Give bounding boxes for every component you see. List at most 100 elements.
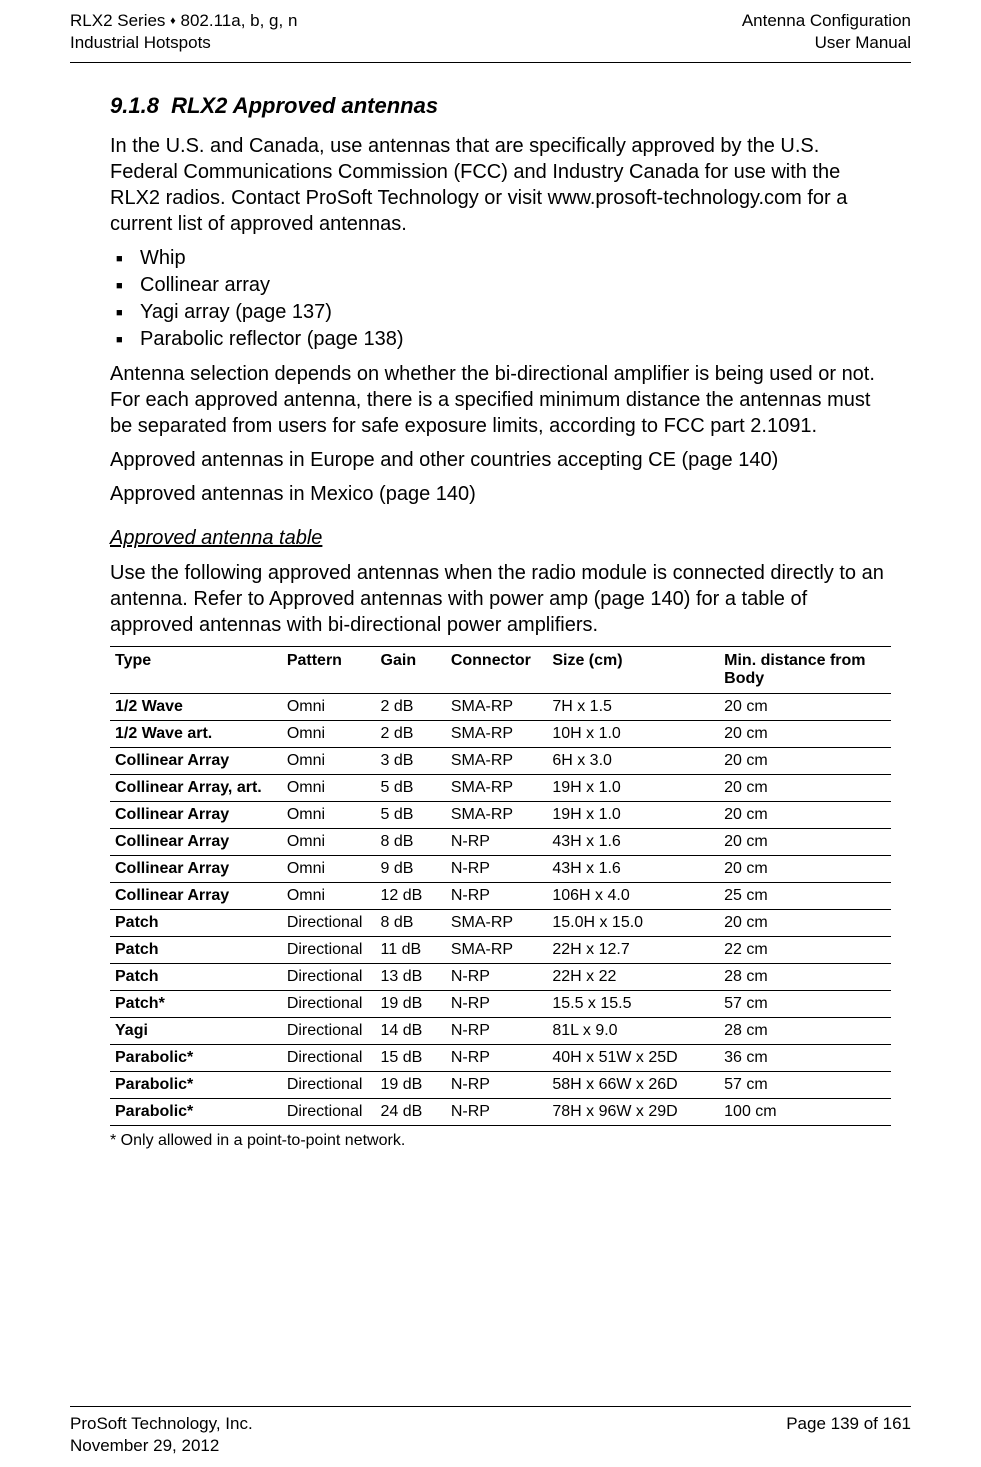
header-product: RLX2 Series — [70, 11, 170, 30]
table-cell: N-RP — [446, 1045, 548, 1072]
table-cell: 20 cm — [719, 721, 891, 748]
page-footer: ProSoft Technology, Inc. November 29, 20… — [70, 1406, 911, 1457]
list-item: Yagi array (page 137) — [140, 299, 891, 326]
table-cell: 25 cm — [719, 883, 891, 910]
table-cell: 3 dB — [376, 748, 446, 775]
table-cell: 5 dB — [376, 775, 446, 802]
table-row: Collinear Array, art.Omni5 dBSMA-RP19H x… — [110, 775, 891, 802]
table-cell: 14 dB — [376, 1018, 446, 1045]
table-cell: N-RP — [446, 1018, 548, 1045]
table-cell: 81L x 9.0 — [547, 1018, 719, 1045]
table-cell: 20 cm — [719, 748, 891, 775]
list-item: Parabolic reflector (page 138) — [140, 326, 891, 353]
table-cell: Omni — [282, 802, 376, 829]
table-cell: Collinear Array — [110, 829, 282, 856]
intro-paragraph: In the U.S. and Canada, use antennas tha… — [110, 133, 891, 237]
table-row: Parabolic*Directional15 dBN-RP40H x 51W … — [110, 1045, 891, 1072]
table-cell: 43H x 1.6 — [547, 829, 719, 856]
table-cell: 28 cm — [719, 1018, 891, 1045]
table-cell: SMA-RP — [446, 910, 548, 937]
table-cell: 15 dB — [376, 1045, 446, 1072]
table-row: PatchDirectional11 dBSMA-RP22H x 12.722 … — [110, 937, 891, 964]
table-cell: 1/2 Wave art. — [110, 721, 282, 748]
page-container: RLX2 Series ♦ 802.11a, b, g, n Industria… — [0, 0, 981, 1467]
header-right-line1: Antenna Configuration — [742, 10, 911, 32]
table-row: Collinear ArrayOmni3 dBSMA-RP6H x 3.020 … — [110, 748, 891, 775]
table-cell: Patch* — [110, 991, 282, 1018]
table-cell: N-RP — [446, 883, 548, 910]
table-cell: 57 cm — [719, 1072, 891, 1099]
content-area: 9.1.8 RLX2 Approved antennas In the U.S.… — [70, 93, 911, 1150]
table-cell: N-RP — [446, 829, 548, 856]
table-cell: 2 dB — [376, 694, 446, 721]
footer-company: ProSoft Technology, Inc. — [70, 1413, 253, 1435]
mexico-ref: Approved antennas in Mexico (page 140) — [110, 481, 891, 507]
table-cell: 6H x 3.0 — [547, 748, 719, 775]
header-right: Antenna Configuration User Manual — [742, 10, 911, 54]
table-cell: SMA-RP — [446, 937, 548, 964]
table-cell: 7H x 1.5 — [547, 694, 719, 721]
table-cell: 5 dB — [376, 802, 446, 829]
table-cell: 40H x 51W x 25D — [547, 1045, 719, 1072]
table-cell: 20 cm — [719, 856, 891, 883]
table-cell: 19H x 1.0 — [547, 775, 719, 802]
table-cell: Patch — [110, 910, 282, 937]
table-cell: 15.5 x 15.5 — [547, 991, 719, 1018]
table-cell: Omni — [282, 694, 376, 721]
footer-left: ProSoft Technology, Inc. November 29, 20… — [70, 1413, 253, 1457]
table-cell: Patch — [110, 937, 282, 964]
table-cell: SMA-RP — [446, 721, 548, 748]
th-distance: Min. distance from Body — [719, 647, 891, 694]
table-cell: 20 cm — [719, 802, 891, 829]
table-cell: N-RP — [446, 1099, 548, 1126]
table-footnote: * Only allowed in a point-to-point netwo… — [110, 1132, 891, 1150]
table-cell: Directional — [282, 1072, 376, 1099]
table-cell: Directional — [282, 1099, 376, 1126]
table-cell: 11 dB — [376, 937, 446, 964]
table-row: 1/2 Wave art.Omni2 dBSMA-RP10H x 1.020 c… — [110, 721, 891, 748]
table-cell: 8 dB — [376, 829, 446, 856]
table-cell: Collinear Array — [110, 856, 282, 883]
table-cell: Parabolic* — [110, 1045, 282, 1072]
table-cell: 20 cm — [719, 910, 891, 937]
table-cell: Omni — [282, 883, 376, 910]
table-cell: N-RP — [446, 964, 548, 991]
table-cell: Directional — [282, 1018, 376, 1045]
footer-row: ProSoft Technology, Inc. November 29, 20… — [70, 1413, 911, 1457]
table-cell: Directional — [282, 1045, 376, 1072]
table-cell: Collinear Array — [110, 748, 282, 775]
footer-right: Page 139 of 161 — [786, 1413, 911, 1457]
table-cell: Parabolic* — [110, 1099, 282, 1126]
table-cell: 20 cm — [719, 775, 891, 802]
table-cell: 8 dB — [376, 910, 446, 937]
table-row: 1/2 WaveOmni2 dBSMA-RP7H x 1.520 cm — [110, 694, 891, 721]
section-heading: 9.1.8 RLX2 Approved antennas — [110, 93, 891, 119]
table-cell: 22 cm — [719, 937, 891, 964]
table-cell: 1/2 Wave — [110, 694, 282, 721]
table-cell: 19 dB — [376, 991, 446, 1018]
th-pattern: Pattern — [282, 647, 376, 694]
table-cell: 100 cm — [719, 1099, 891, 1126]
table-cell: 28 cm — [719, 964, 891, 991]
antenna-type-list: Whip Collinear array Yagi array (page 13… — [110, 245, 891, 353]
table-cell: Omni — [282, 721, 376, 748]
table-cell: Directional — [282, 991, 376, 1018]
table-cell: 12 dB — [376, 883, 446, 910]
table-cell: Parabolic* — [110, 1072, 282, 1099]
table-cell: SMA-RP — [446, 748, 548, 775]
table-row: YagiDirectional14 dBN-RP81L x 9.028 cm — [110, 1018, 891, 1045]
table-cell: 19 dB — [376, 1072, 446, 1099]
table-cell: Omni — [282, 775, 376, 802]
table-cell: 57 cm — [719, 991, 891, 1018]
table-subheading: Approved antenna table — [110, 527, 891, 550]
page-header: RLX2 Series ♦ 802.11a, b, g, n Industria… — [70, 10, 911, 54]
list-item: Collinear array — [140, 272, 891, 299]
table-row: Collinear ArrayOmni5 dBSMA-RP19H x 1.020… — [110, 802, 891, 829]
table-cell: Directional — [282, 964, 376, 991]
table-cell: N-RP — [446, 856, 548, 883]
th-size: Size (cm) — [547, 647, 719, 694]
table-row: Patch*Directional19 dBN-RP15.5 x 15.557 … — [110, 991, 891, 1018]
table-cell: 58H x 66W x 26D — [547, 1072, 719, 1099]
table-cell: 20 cm — [719, 694, 891, 721]
section-title-text: RLX2 Approved antennas — [171, 93, 438, 118]
